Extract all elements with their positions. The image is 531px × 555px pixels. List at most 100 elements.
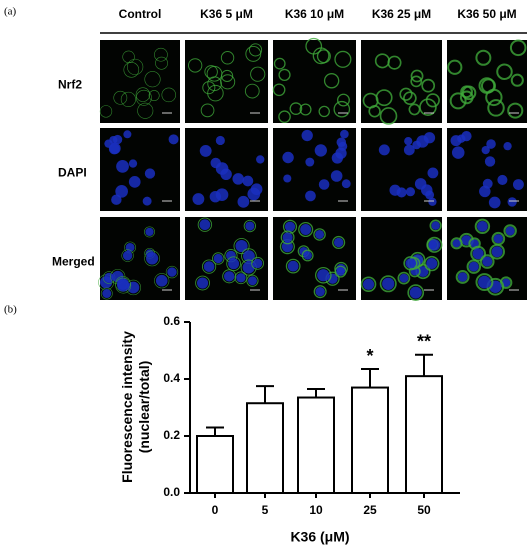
cell-outline (496, 63, 513, 80)
cell-outline (278, 68, 291, 81)
cell-outline (234, 271, 248, 285)
cell-outline (403, 91, 417, 106)
bar-chart: 0.0 0.2 0.4 0.6 Fluorescence intensity(nucle… (119, 314, 460, 545)
nucleus (336, 267, 345, 276)
cell-outline (272, 83, 286, 97)
x-tick-label: 50 (417, 503, 431, 517)
cell-outline (245, 45, 262, 62)
column-header: K36 50 μM (457, 7, 516, 21)
nucleus (281, 241, 293, 253)
bar (405, 375, 443, 494)
cell-outline (375, 89, 393, 107)
cell-outline (407, 284, 425, 302)
cell-outline (135, 87, 151, 102)
micrograph (273, 217, 356, 300)
cell-outline (144, 226, 155, 238)
cell-outline (195, 275, 211, 291)
nucleus (477, 220, 488, 232)
cell-outline (475, 49, 492, 66)
nucleus (287, 260, 299, 272)
nucleus (235, 239, 248, 253)
bar (297, 396, 335, 494)
micrograph (361, 40, 442, 123)
nucleus (116, 160, 129, 173)
nucleus (301, 129, 313, 142)
nucleus (403, 144, 415, 156)
nucleus (451, 146, 465, 159)
nucleus (482, 256, 493, 267)
cell-outline (200, 103, 215, 118)
cell-outline (298, 221, 314, 238)
nucleus (232, 173, 244, 185)
cell-outline (479, 254, 495, 269)
cell-outline (334, 265, 347, 278)
cell-outline (410, 69, 424, 83)
cell-outline (305, 37, 323, 55)
cell-outline (429, 219, 442, 232)
nucleus (226, 250, 236, 261)
nucleus (247, 276, 257, 286)
x-tick-label: 25 (363, 503, 377, 517)
bar (351, 386, 389, 494)
nucleus (412, 140, 421, 150)
cell-outline (155, 56, 168, 70)
cell-outline (148, 90, 160, 102)
cell-outline (144, 250, 161, 267)
cell-outline (421, 78, 436, 93)
nucleus (396, 187, 407, 198)
cell-outline (154, 273, 170, 289)
nucleus (256, 155, 265, 164)
nucleus (305, 157, 315, 167)
y-tick-label: 0.0 (163, 485, 180, 499)
cell-outline (127, 58, 144, 76)
nucleus (128, 159, 138, 168)
y-tick-label: 0.6 (163, 314, 180, 328)
cell-outline (226, 256, 242, 272)
cell-outline (121, 249, 134, 262)
micrograph-grid: Control K36 5 μM K36 10 μM K36 25 μM K36 50 … (52, 7, 527, 302)
cell-outline (154, 47, 168, 62)
nucleus (223, 271, 235, 282)
cell-outline (248, 43, 263, 57)
cell-outline (425, 93, 440, 108)
cell-outline (333, 100, 351, 118)
cell-outline (487, 99, 505, 117)
nucleus (457, 272, 468, 282)
cell-outline (503, 224, 517, 238)
cell-outline (137, 102, 154, 119)
cell-outline (507, 102, 524, 119)
nucleus (167, 267, 177, 277)
cell-outline (403, 256, 418, 271)
column-header: K36 25 μM (372, 7, 431, 21)
cell-outline (135, 89, 152, 106)
nucleus (405, 258, 416, 269)
nucleus (125, 242, 135, 252)
nucleus (213, 253, 223, 264)
nucleus (468, 261, 479, 272)
nucleus (203, 261, 215, 272)
nucleus (199, 219, 211, 231)
nucleus (247, 187, 261, 201)
cell-outline (220, 74, 236, 90)
nucleus (457, 134, 466, 143)
y-tick-label: 0.2 (163, 428, 180, 442)
nucleus (470, 239, 479, 248)
x-tick-label: 10 (309, 503, 323, 517)
cell-outline (379, 107, 398, 125)
cell-outline (509, 39, 527, 57)
x-axis-title: K36 (μM) (290, 529, 349, 545)
panel-label: (b) (4, 304, 17, 316)
nucleus (315, 229, 325, 239)
cell-outline (455, 270, 470, 284)
nucleus (340, 129, 349, 139)
cell-outline (323, 73, 340, 89)
nucleus (228, 258, 240, 270)
cell-outline (202, 81, 216, 95)
nucleus (404, 137, 413, 146)
cell-outline (246, 274, 259, 287)
nucleus (314, 144, 327, 157)
nucleus (155, 274, 168, 287)
cell-outline (273, 57, 286, 70)
nucleus (507, 197, 517, 207)
